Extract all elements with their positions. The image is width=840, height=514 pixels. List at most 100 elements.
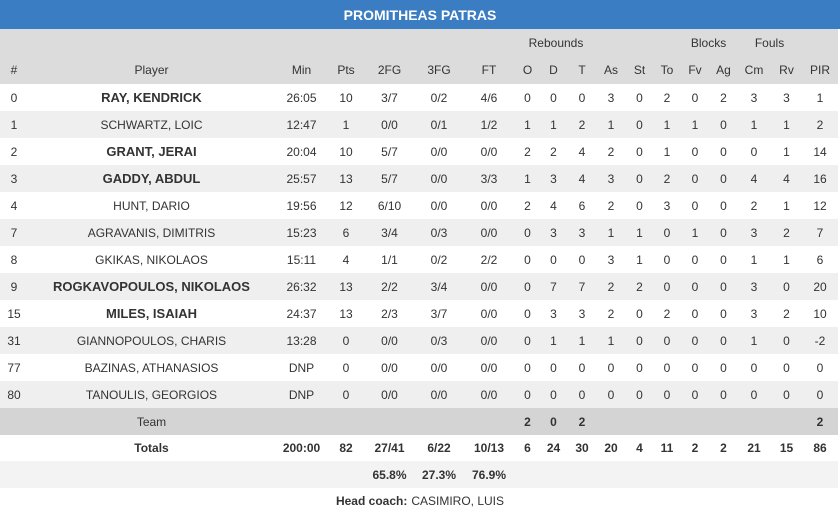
stat-o: 0 bbox=[524, 387, 531, 402]
stat-fv: 0 bbox=[691, 144, 699, 159]
stat-as: 1 bbox=[607, 117, 615, 132]
stat-ft: 0/0 bbox=[480, 306, 498, 321]
stat-ag: 2 bbox=[720, 90, 727, 105]
stat-as: 1 bbox=[607, 225, 615, 240]
stat-pts: 0 bbox=[342, 333, 350, 348]
stat-ag: 0 bbox=[720, 252, 727, 267]
team-row: Team 2 0 2 2 bbox=[0, 408, 839, 435]
stat-fg2: 5/7 bbox=[381, 171, 398, 186]
column-header[interactable]: To bbox=[660, 63, 674, 77]
column-header[interactable]: As bbox=[604, 63, 619, 77]
stat-fg3: 3/4 bbox=[430, 279, 448, 294]
stat-ft: 4/6 bbox=[480, 90, 498, 105]
player-name[interactable]: RAY, KENDRICK bbox=[101, 90, 202, 105]
column-header[interactable]: 2FG bbox=[377, 63, 402, 77]
empty-cell bbox=[275, 461, 328, 488]
stat-as: 3 bbox=[607, 90, 615, 105]
column-header[interactable]: Cm bbox=[744, 63, 764, 77]
player-name[interactable]: AGRAVANIS, DIMITRIS bbox=[87, 225, 216, 240]
stat-as: 1 bbox=[607, 333, 615, 348]
stat-fg2: 0/0 bbox=[381, 387, 398, 402]
stat-no: 31 bbox=[7, 333, 21, 348]
stat-ag: 0 bbox=[720, 279, 727, 294]
column-header[interactable]: O bbox=[522, 63, 533, 77]
stat-fv: 0 bbox=[691, 198, 699, 213]
column-header[interactable]: St bbox=[633, 63, 646, 77]
empty-cell bbox=[597, 461, 625, 488]
percentages-row: 65.8% 27.3% 76.9% bbox=[0, 461, 839, 488]
column-header[interactable]: Pts bbox=[337, 63, 355, 77]
stat-pir: 10 bbox=[813, 306, 827, 321]
stat-o: 2 bbox=[524, 198, 531, 213]
pct-ft: 76.9% bbox=[471, 467, 507, 482]
stat-fv: 0 bbox=[691, 387, 699, 402]
totals-row: Totals 200:00 82 27/41 6/22 10/13 6 24 30 20 4 11 2 2… bbox=[0, 435, 839, 461]
empty-cell bbox=[275, 408, 328, 435]
stat-ag: 0 bbox=[720, 333, 727, 348]
player-name[interactable]: HUNT, DARIO bbox=[113, 198, 190, 213]
stat-cm: 0 bbox=[750, 360, 758, 375]
stat-min: 20:04 bbox=[286, 144, 317, 159]
player-name[interactable]: GIANNOPOULOS, CHARIS bbox=[76, 333, 227, 348]
column-header[interactable]: PIR bbox=[810, 63, 831, 77]
empty-cell bbox=[802, 461, 838, 488]
stat-cm: 1 bbox=[750, 333, 758, 348]
team-stat-d: 0 bbox=[550, 414, 557, 429]
stat-min: 24:37 bbox=[286, 306, 317, 321]
column-header[interactable]: Rv bbox=[779, 63, 794, 77]
stat-o: 1 bbox=[524, 171, 531, 186]
stat-pir: 0 bbox=[816, 387, 824, 402]
player-name[interactable]: BAZINAS, ATHANASIOS bbox=[84, 360, 219, 375]
stat-ft: 0/0 bbox=[480, 333, 498, 348]
column-header[interactable]: FT bbox=[481, 63, 497, 77]
player-name[interactable]: GADDY, ABDUL bbox=[102, 171, 201, 186]
stat-fv: 0 bbox=[691, 333, 699, 348]
column-header[interactable]: Player bbox=[134, 63, 169, 77]
stat-as: 3 bbox=[607, 252, 615, 267]
player-name[interactable]: GKIKAS, NIKOLAOS bbox=[95, 252, 208, 267]
stat-fg2: 0/0 bbox=[381, 117, 398, 132]
empty-cell bbox=[625, 461, 654, 488]
stat-to: 1 bbox=[663, 144, 671, 159]
head-coach-label: Head coach: bbox=[335, 494, 408, 508]
player-name[interactable]: TANOULIS, GEORGIOS bbox=[85, 387, 218, 402]
stat-pts: 10 bbox=[339, 144, 353, 159]
stat-no: 9 bbox=[10, 279, 18, 294]
column-header[interactable]: Ag bbox=[716, 63, 731, 77]
total-ag: 2 bbox=[720, 441, 727, 455]
totals-label: Totals bbox=[134, 441, 169, 455]
stat-pts: 0 bbox=[342, 387, 350, 402]
column-header[interactable]: Fv bbox=[688, 63, 702, 77]
stat-fv: 0 bbox=[691, 360, 699, 375]
column-header[interactable]: T bbox=[578, 63, 586, 77]
player-name[interactable]: MILES, ISAIAH bbox=[105, 306, 197, 321]
stat-st: 1 bbox=[636, 252, 643, 267]
stat-rv: 1 bbox=[783, 252, 790, 267]
empty-cell bbox=[771, 461, 802, 488]
empty-cell bbox=[737, 408, 771, 435]
stat-o: 1 bbox=[524, 117, 531, 132]
empty-cell bbox=[710, 461, 737, 488]
head-coach: Head coach: CASIMIRO, LUIS bbox=[0, 488, 840, 514]
player-row: 7 AGRAVANIS, DIMITRIS 15:23 6 3/4 0/3 0/0 0 3 3 1 1… bbox=[0, 219, 839, 246]
stat-min: 15:11 bbox=[286, 252, 317, 267]
player-row: 0 RAY, KENDRICK 26:05 10 3/7 0/2 4/6 0 0 0 3 0 2 0 2 3 3… bbox=[0, 84, 839, 111]
total-ft: 10/13 bbox=[473, 441, 505, 455]
stat-d: 3 bbox=[550, 306, 557, 321]
player-name[interactable]: SCHWARTZ, LOIC bbox=[100, 117, 203, 132]
column-header[interactable]: Min bbox=[291, 63, 312, 77]
total-d: 24 bbox=[546, 441, 561, 455]
stat-d: 0 bbox=[550, 360, 557, 375]
column-header[interactable]: 3FG bbox=[427, 63, 451, 77]
empty-cell bbox=[328, 408, 364, 435]
stat-t: 4 bbox=[578, 171, 586, 186]
stat-to: 0 bbox=[663, 360, 671, 375]
player-name[interactable]: GRANT, JERAI bbox=[106, 144, 197, 159]
stat-pts: 4 bbox=[342, 252, 350, 267]
player-name[interactable]: ROGKAVOPOULOS, NIKOLAOS bbox=[53, 279, 250, 294]
stat-to: 3 bbox=[663, 198, 671, 213]
column-header[interactable]: # bbox=[10, 63, 18, 77]
empty-cell bbox=[415, 408, 463, 435]
stat-d: 2 bbox=[550, 144, 557, 159]
column-header[interactable]: D bbox=[549, 63, 558, 77]
